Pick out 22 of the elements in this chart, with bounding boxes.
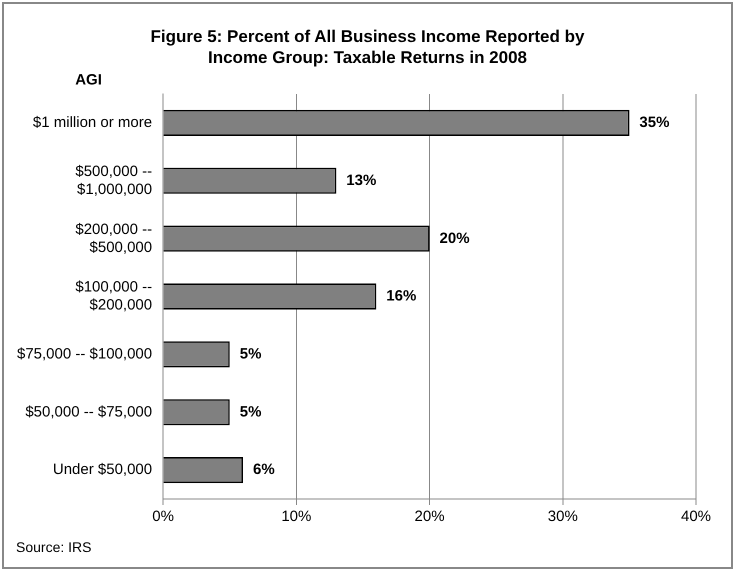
data-label: 35% [639,114,670,132]
data-label: 6% [253,461,275,478]
y-tick-label: $75,000 -- $100,000 [16,346,152,362]
data-label: 20% [440,230,470,247]
y-tick-label: $1 million or more [32,114,152,132]
data-label: 13% [346,172,376,189]
x-tick-label: 30% [548,508,578,526]
data-label: 5% [240,403,262,420]
source-note: Source: IRS [16,539,92,555]
x-tick-label: 0% [152,508,174,526]
chart-title: Figure 5: Percent of All Business Income Reported by Income Group: Taxable Returns in 2008 [150,26,586,68]
y-tick-label: Under $50,000 [52,461,152,478]
y-tick-label: $50,000 -- $75,000 [25,403,152,420]
x-tick-label: 20% [414,508,445,526]
data-label: 5% [240,346,262,362]
x-tick-label: 10% [281,508,312,526]
data-label: 16% [386,288,416,305]
y-tick-label: $200,000 -- $500,000 [75,220,152,256]
y-tick-label: $100,000 -- $200,000 [75,278,152,314]
y-tick-label: $500,000 -- $1,000,000 [75,162,152,198]
x-tick-label: 40% [680,508,712,526]
y-axis-title: AGI [75,72,102,89]
